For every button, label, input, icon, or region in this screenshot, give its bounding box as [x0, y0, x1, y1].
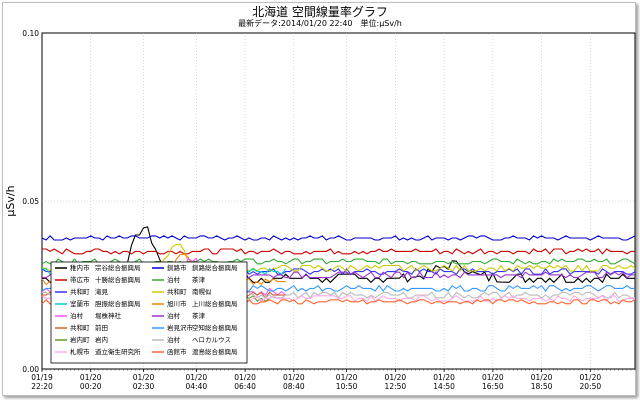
x-tick-time: 02:30 [133, 382, 155, 391]
x-tick-date: 01/20 [580, 373, 602, 382]
x-tick-time: 04:40 [186, 382, 208, 391]
chart-subtitle: 最新データ:2014/01/20 22:40 単位:μSv/h [238, 19, 402, 28]
x-tick-date: 01/20 [133, 373, 155, 382]
chart-title: 北海道 空間線量率グラフ [252, 5, 388, 19]
y-tick-label: 0.05 [22, 197, 39, 206]
legend-entry-city: 函館市 [167, 347, 187, 356]
x-tick-date: 01/19 [31, 373, 53, 382]
legend-entry-site: 宗谷総合振興局 [95, 263, 141, 272]
x-tick-date: 01/20 [336, 373, 358, 382]
x-tick-time: 06:40 [234, 382, 256, 391]
x-tick-date: 01/20 [80, 373, 102, 382]
legend-entry-site: 堀株神社 [95, 311, 122, 320]
x-tick-date: 01/20 [186, 373, 208, 382]
legend-entry-site: 釧路総合振興局 [192, 263, 238, 272]
x-tick-time: 14:50 [433, 382, 455, 391]
x-tick-time: 10:50 [336, 382, 358, 391]
legend-entry-site: 空知総合振興局 [192, 323, 238, 332]
legend-entry-site: 岩内 [95, 335, 108, 344]
x-tick-time: 18:50 [531, 382, 553, 391]
x-tick-time: 22:20 [31, 382, 53, 391]
legend-entry-city: 泊村 [167, 311, 181, 320]
legend-entry-city: 室蘭市 [70, 299, 90, 308]
legend-entry-city: 泊村 [70, 311, 84, 320]
x-tick-date: 01/20 [283, 373, 305, 382]
legend-entry-city: 札幌市 [70, 347, 90, 356]
x-tick-date: 01/20 [385, 373, 407, 382]
legend-entry-city: 稚内市 [70, 263, 90, 272]
x-tick-time: 00:20 [80, 382, 102, 391]
x-tick-time: 08:40 [283, 382, 305, 391]
y-tick-label: 0.10 [22, 29, 39, 38]
legend-entry-city: 泊村 [167, 335, 181, 344]
series-line [41, 258, 636, 265]
legend-entry-city: 共和町 [70, 287, 90, 296]
legend-entry-site: 十勝総合振興局 [95, 275, 141, 284]
x-tick-date: 01/20 [482, 373, 504, 382]
legend-entry-site: 上川総合振興局 [192, 299, 238, 308]
legend-entry-city: 釧路市 [167, 263, 187, 272]
x-tick-date: 01/20 [531, 373, 553, 382]
legend-entry-city: 岩見沢市 [167, 323, 194, 332]
legend-entry-site: 胆振総合振興局 [95, 299, 141, 308]
y-tick-label: 0.00 [22, 365, 39, 374]
legend-entry-city: 共和町 [70, 323, 90, 332]
legend-entry-site: 道立衛生研究所 [95, 347, 141, 356]
x-tick-date: 01/20 [234, 373, 256, 382]
series-line [41, 235, 636, 241]
legend-entry-site: 茶津 [192, 275, 206, 284]
legend-entry-city: 泊村 [167, 275, 181, 284]
legend-box [50, 261, 248, 364]
x-tick-date: 01/20 [433, 373, 455, 382]
legend-entry-site: ヘロカルウス [192, 336, 231, 344]
legend-entry-city: 帯広市 [70, 275, 90, 284]
legend-entry-city: 岩内町 [70, 335, 90, 344]
legend-entry-site: 渡島総合振興局 [192, 347, 238, 356]
x-tick-time: 20:50 [580, 382, 602, 391]
legend-entry-site: 茶津 [192, 311, 206, 320]
x-tick-time: 12:50 [385, 382, 407, 391]
y-axis-label: μSv/h [4, 185, 17, 216]
legend-entry-site: 前田 [95, 323, 108, 332]
series-line [42, 248, 635, 255]
legend-entry-city: 共和町 [167, 287, 187, 296]
series-line [42, 226, 635, 284]
x-tick-time: 16:50 [482, 382, 504, 391]
legend-entry-site: 南幌似 [192, 287, 212, 296]
legend-entry-city: 旭川市 [167, 299, 187, 308]
legend-entry-site: 滝見 [95, 287, 109, 296]
